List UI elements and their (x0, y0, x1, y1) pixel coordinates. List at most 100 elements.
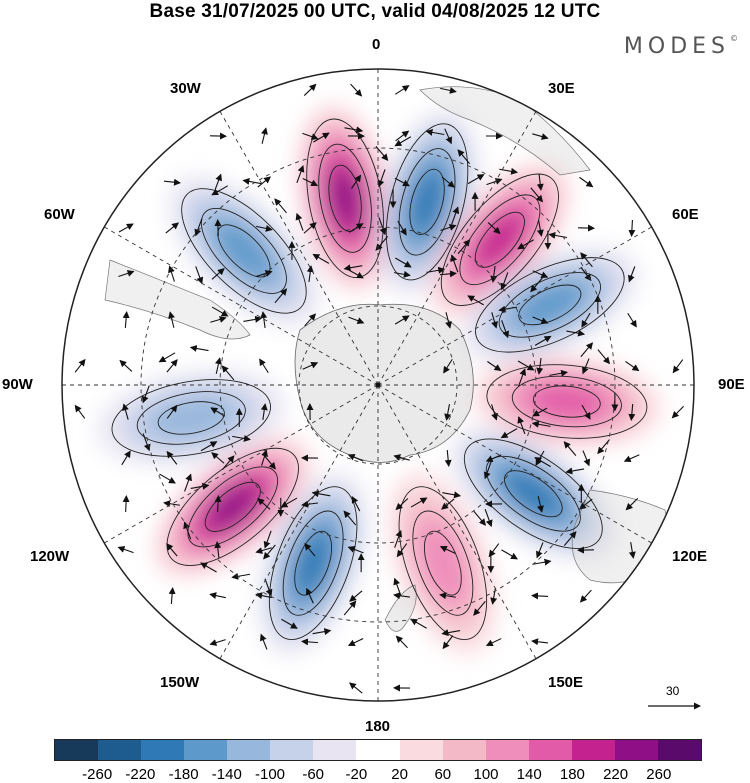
wind-vector (122, 311, 130, 329)
colorbar-tick-label: -140 (211, 766, 242, 783)
wind-vector (628, 219, 636, 237)
contour-line (294, 530, 333, 596)
wind-vector (443, 358, 453, 374)
wind-vector (163, 500, 180, 508)
wind-vector (200, 441, 218, 452)
wind-vector (347, 453, 364, 462)
wind-vector (440, 224, 457, 232)
wind-vector (501, 320, 510, 339)
wind-vector (301, 638, 319, 646)
wind-vector (628, 403, 636, 421)
wind-vector (221, 365, 235, 381)
wind-vector (517, 360, 535, 371)
wind-vector (350, 83, 363, 97)
wind-vector (168, 587, 176, 605)
colorbar-swatch (356, 740, 400, 760)
colorbar-swatch (571, 740, 615, 760)
wind-vector (536, 173, 544, 191)
wind-vector (214, 541, 222, 559)
wind-vector (232, 435, 251, 442)
wind-vector (260, 311, 268, 329)
wind-vector (532, 133, 549, 140)
wind-vector (566, 329, 586, 337)
wind-vector (395, 498, 409, 511)
wind-vector (211, 306, 229, 317)
wind-vector (486, 178, 503, 186)
wind-vector (302, 361, 319, 370)
wind-vector (488, 543, 500, 558)
wind-vector (445, 312, 452, 329)
wind-vector (274, 198, 287, 214)
colorbar-tick-label: -100 (254, 766, 286, 783)
wind-vector (425, 128, 445, 136)
contour-line (385, 123, 469, 281)
wind-vector (536, 542, 544, 559)
wind-vector (375, 146, 389, 161)
wind-vector (671, 405, 684, 419)
wind-vector (563, 441, 577, 457)
wind-vector (377, 169, 386, 188)
wind-vector (444, 449, 452, 467)
wind-vector (312, 628, 332, 636)
wind-vector (343, 264, 363, 272)
colorbar-tick-label: -180 (168, 766, 199, 783)
wind-vector (442, 635, 454, 650)
colorbar-tick-label: 220 (603, 766, 629, 783)
wind-vector (426, 266, 446, 274)
colorbar-tick-label: -220 (125, 766, 156, 783)
wind-vector (211, 268, 225, 280)
wind-vector (221, 455, 235, 471)
wind-vector (231, 572, 251, 580)
wind-vector (165, 222, 179, 234)
contour-line (409, 168, 445, 235)
wind-vector (257, 176, 271, 188)
wind-vector (183, 521, 192, 540)
wind-vector (344, 126, 364, 134)
south-pole-marker (375, 382, 381, 388)
wind-vector (261, 127, 268, 144)
colorbar-swatch (141, 740, 185, 760)
contour-line (486, 364, 648, 439)
contour-line (533, 385, 601, 418)
wind-vector (166, 359, 178, 373)
wind-vector (491, 404, 498, 421)
wind-vector (349, 682, 363, 694)
wind-vector (261, 449, 268, 466)
wind-vector (351, 496, 361, 512)
colorbar-swatch (184, 740, 228, 760)
wind-vector (274, 288, 288, 304)
anomaly-lobe (145, 394, 238, 442)
wind-vector (440, 86, 457, 94)
map-title: Base 31/07/2025 00 UTC, valid 04/08/2025… (149, 1, 601, 22)
wind-vector (296, 164, 305, 183)
colorbar-tick-label: 100 (473, 766, 499, 783)
lon-label-150w: 150W (160, 674, 200, 691)
lon-label-30w: 30W (170, 80, 201, 97)
wind-vector (490, 265, 498, 283)
wind-vector (281, 618, 298, 629)
wind-vector (378, 217, 387, 236)
polar-map (61, 68, 701, 710)
wind-vector (394, 315, 410, 325)
wind-vector (530, 187, 544, 203)
wind-vector (531, 420, 551, 428)
wind-vector (627, 312, 637, 328)
colorbar-swatch (270, 740, 314, 760)
wind-vector (597, 349, 611, 365)
wind-vector (444, 128, 453, 145)
wind-vector (597, 439, 610, 455)
wind-vector (195, 266, 204, 285)
contour-line (136, 391, 246, 445)
wind-vector (242, 178, 262, 185)
wind-vector (306, 265, 314, 283)
wind-vector (210, 316, 227, 323)
modes-logo: MODES© (623, 34, 738, 59)
colorbar-swatch (657, 740, 701, 760)
colorbar-swatch (227, 740, 271, 760)
wind-vector (256, 270, 273, 277)
wind-vector (347, 638, 364, 647)
anomaly-lobe (416, 518, 470, 608)
colorbar-swatch (313, 740, 357, 760)
wind-vector (536, 220, 544, 237)
wind-vector (582, 358, 590, 375)
